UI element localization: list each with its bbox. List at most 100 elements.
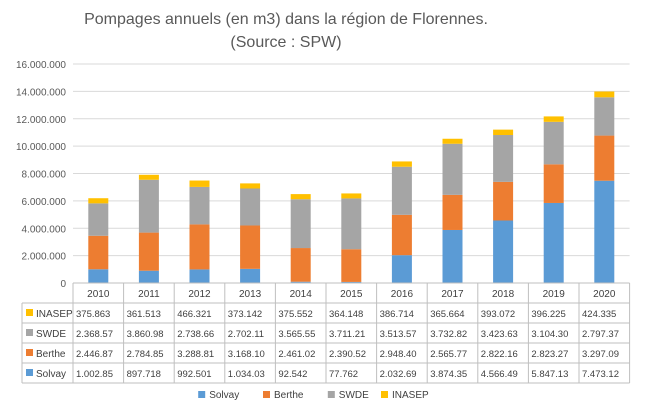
bar-segment-berthe	[240, 225, 261, 269]
bar-segment-berthe	[88, 235, 109, 270]
bar-segment-berthe	[290, 248, 311, 282]
data-table-cell: 375.552	[278, 309, 312, 320]
y-tick-label: 2.000.000	[22, 252, 67, 263]
chart-title-line1: Pompages annuels (en m3) dans la région …	[84, 11, 488, 28]
data-table-cell: 2.797.37	[582, 329, 619, 340]
bar-segment-swde	[88, 203, 109, 236]
data-table-cell: 466.321	[177, 309, 211, 320]
bar-segment-inasep	[88, 198, 109, 204]
data-table-cell: 386.714	[380, 309, 414, 320]
data-table-cell: 2.390.52	[329, 349, 366, 360]
bar-segment-swde	[391, 166, 412, 215]
data-table-cell: 2.446.87	[76, 349, 113, 360]
bar-segment-inasep	[594, 91, 615, 98]
data-table-cell: 375.863	[76, 309, 110, 320]
data-table-cell: 365.664	[430, 309, 464, 320]
data-table-cell: 2.948.40	[380, 349, 417, 360]
bar-segment-swde	[189, 186, 210, 225]
bar-segment-solvay	[341, 281, 362, 283]
data-table-cell: 3.288.81	[177, 349, 214, 360]
legend-label: Solvay	[209, 390, 239, 401]
y-tick-label: 6.000.000	[22, 197, 67, 208]
data-table-cell: 2.565.77	[430, 349, 467, 360]
bar-segment-inasep	[240, 183, 261, 189]
bar-segment-inasep	[493, 129, 514, 136]
bar-segment-solvay	[88, 269, 109, 283]
data-table-cell: 1.002.85	[76, 369, 113, 380]
data-table-cell: 7.473.12	[582, 369, 619, 380]
data-table-cell: 361.513	[127, 309, 161, 320]
data-table-cell: 396.225	[531, 309, 565, 320]
category-label: 2017	[441, 289, 464, 300]
bar-segment-swde	[594, 97, 615, 136]
data-table-cell: 2.822.16	[481, 349, 518, 360]
category-label: 2013	[239, 289, 262, 300]
series-row-label: INASEP	[36, 309, 73, 320]
y-tick-label: 0	[60, 279, 66, 290]
category-label: 2010	[87, 289, 110, 300]
bar-segment-swde	[341, 198, 362, 250]
data-table: 2010 2011 2012 2013 2014 2015 2016 2017 2018 2019…	[21, 282, 631, 384]
category-label: 2014	[290, 289, 313, 300]
y-tick-label: 4.000.000	[22, 224, 67, 235]
bar-segment-solvay	[543, 202, 564, 283]
series-key-swatch	[26, 349, 33, 356]
bar-segment-swde	[442, 143, 463, 195]
bar-segment-inasep	[543, 116, 564, 122]
bar-segment-solvay	[189, 269, 210, 283]
data-table-cell: 2.368.57	[76, 329, 113, 340]
data-table-cell: 3.732.82	[430, 329, 467, 340]
category-label: 2012	[188, 289, 211, 300]
bar-segment-solvay	[442, 229, 463, 283]
bar-segment-solvay	[240, 268, 261, 283]
legend-swatch-solvay	[198, 391, 206, 398]
data-table-cell: 393.072	[481, 309, 515, 320]
y-tick-label: 12.000.000	[16, 115, 66, 126]
data-table-cell: 897.718	[127, 369, 161, 380]
bar-segment-swde	[543, 121, 564, 165]
data-table-cell: 1.034.03	[228, 369, 265, 380]
data-table-cell: 3.565.55	[278, 329, 315, 340]
data-table-cell: 3.513.57	[380, 329, 417, 340]
data-table-cell: 4.566.49	[481, 369, 518, 380]
bar-segment-solvay	[594, 180, 615, 283]
y-tick-label: 8.000.000	[22, 170, 67, 181]
series-key-swatch	[26, 329, 33, 336]
legend-label: Berthe	[274, 390, 304, 401]
series-row-label: Berthe	[36, 349, 66, 360]
legend-swatch-inasep	[381, 391, 388, 398]
data-table-cell: 3.860.98	[127, 329, 164, 340]
bar-segment-berthe	[543, 164, 564, 203]
y-tick-label: 10.000.000	[16, 142, 66, 153]
category-label: 2016	[391, 289, 414, 300]
category-label: 2015	[340, 289, 363, 300]
y-axis: 0 2.000.000 4.000.000 6.000.000 8.000.000 10.…	[16, 60, 67, 290]
bar-segment-swde	[240, 188, 261, 226]
bar-segment-berthe	[138, 232, 159, 271]
chart-title-line2: (Source : SPW)	[230, 34, 341, 51]
bar-segment-inasep	[138, 174, 159, 180]
data-table-cell: 373.142	[228, 309, 262, 320]
bar-segment-solvay	[493, 220, 514, 283]
legend-label: SWDE	[339, 390, 369, 401]
bar-segment-swde	[290, 199, 311, 249]
data-table-cell: 3.874.35	[430, 369, 467, 380]
series-row-label: SWDE	[36, 329, 66, 340]
data-table-cell: 5.847.13	[531, 369, 568, 380]
category-label: 2011	[138, 289, 160, 300]
series-key-swatch	[26, 369, 33, 376]
data-table-cell: 424.335	[582, 309, 616, 320]
data-table-cell: 2.461.02	[278, 349, 315, 360]
bar-segment-solvay	[290, 281, 311, 283]
y-tick-label: 14.000.000	[16, 87, 66, 98]
bar-segment-inasep	[391, 161, 412, 167]
series-row-label: Solvay	[36, 369, 66, 380]
legend-label: INASEP	[392, 390, 429, 401]
legend-swatch-swde	[327, 391, 335, 398]
data-table-cell: 2.738.66	[177, 329, 214, 340]
data-table-cell: 92.542	[278, 369, 307, 380]
data-table-cell: 2.702.11	[228, 329, 264, 340]
data-table-cell: 2.784.85	[127, 349, 164, 360]
legend-swatch-berthe	[263, 391, 270, 398]
data-table-cell: 992.501	[177, 369, 211, 380]
